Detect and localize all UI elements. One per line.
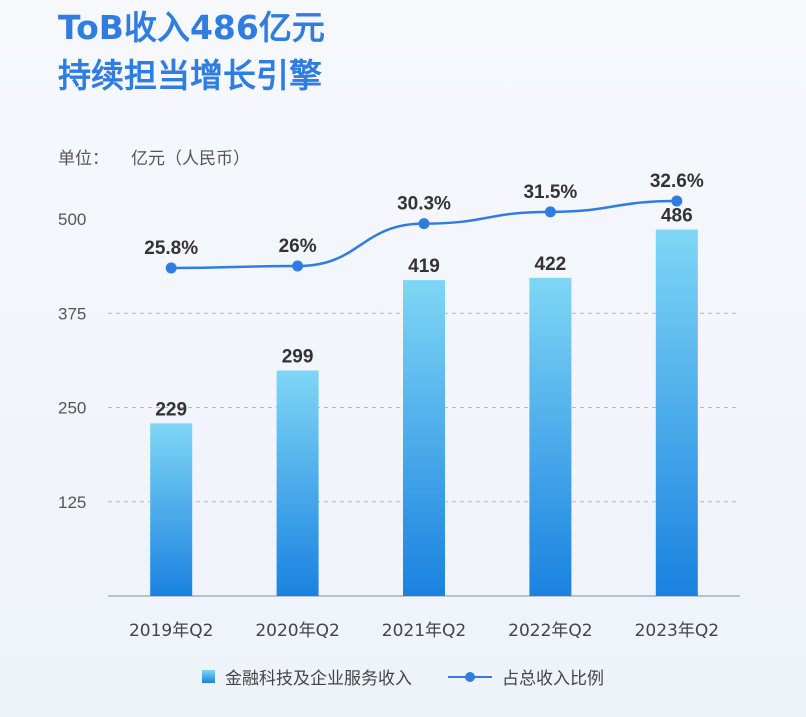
legend-item-bar: 金融科技及企业服务收入	[202, 664, 412, 689]
y-tick-label: 125	[58, 493, 86, 512]
ratio-value-label: 30.3%	[397, 194, 451, 215]
bar	[529, 277, 572, 596]
unit-label: 单位：	[58, 149, 109, 169]
title-line-2: 持续担当增长引擎	[58, 56, 322, 95]
chart-legend: 金融科技及企业服务收入 占总收入比例	[0, 664, 806, 689]
title-line-1: ToB收入486亿元	[58, 8, 325, 47]
y-tick-label: 250	[58, 399, 86, 418]
x-tick-label: 2021年Q2	[382, 621, 466, 641]
bar-value-label: 419	[408, 256, 440, 277]
legend-bar-label: 金融科技及企业服务收入	[225, 669, 412, 689]
bar-value-label: 299	[282, 347, 314, 368]
x-tick-label: 2022年Q2	[508, 621, 592, 641]
bar	[403, 280, 445, 596]
bar	[276, 370, 319, 596]
ratio-point	[671, 195, 683, 207]
legend-bar-swatch	[202, 670, 215, 683]
x-tick-label: 2023年Q2	[635, 621, 719, 641]
chart-title: ToB收入486亿元 持续担当增长引擎	[58, 4, 325, 100]
unit-value: 亿元（人民币）	[131, 149, 250, 169]
unit-caption: 单位： 亿元（人民币）	[58, 144, 250, 169]
ratio-value-label: 26%	[279, 236, 317, 257]
legend-item-line: 占总收入比例	[448, 664, 604, 689]
ratio-point	[544, 206, 556, 218]
bar-value-label: 229	[155, 399, 187, 420]
legend-line-label: 占总收入比例	[502, 669, 604, 689]
ratio-point	[418, 218, 430, 230]
x-tick-label: 2019年Q2	[129, 621, 213, 641]
x-tick-label: 2020年Q2	[255, 621, 339, 641]
legend-line-swatch	[448, 670, 492, 684]
bar	[655, 229, 698, 596]
ratio-value-label: 32.6%	[650, 171, 704, 192]
bar-value-label: 422	[535, 254, 567, 275]
y-tick-label: 375	[58, 304, 86, 323]
ratio-point	[165, 262, 177, 274]
ratio-point	[292, 260, 304, 272]
bar	[150, 423, 193, 596]
y-tick-label: 500	[58, 210, 86, 229]
bar-value-label: 486	[661, 206, 693, 227]
ratio-value-label: 31.5%	[523, 182, 577, 203]
chart-plot: 125 250 375 500 229 299 419 422 486 2019年Q2 2020年Q…	[58, 171, 740, 641]
ratio-value-label: 25.8%	[144, 238, 198, 259]
